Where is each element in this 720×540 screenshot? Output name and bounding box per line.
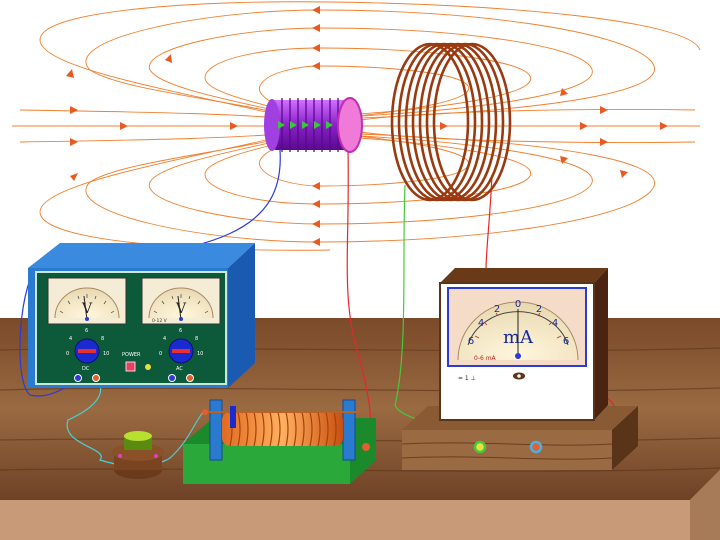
field-direction-arrows [66, 6, 668, 246]
ammeter-scale-label: 6 [563, 336, 569, 347]
rheostat-left-bracket [209, 399, 223, 461]
ac-knob-tick: 6 [179, 328, 182, 334]
table-grain [0, 347, 720, 472]
ammeter-case-top [440, 268, 608, 283]
power-switch[interactable] [125, 361, 136, 372]
field-arrow [560, 88, 568, 96]
field-loop-6 [85, 133, 656, 243]
right-voltmeter-symbol: V [175, 301, 187, 317]
ac-label: AC [176, 366, 183, 372]
dc-knob-tick: 6 [85, 328, 88, 334]
ac-voltage-knob[interactable]: 0 10 4 6 8 [159, 328, 203, 364]
ac-knob-max: 10 [197, 351, 203, 357]
psu-top [28, 243, 255, 268]
ammeter-terminal-right[interactable] [529, 440, 543, 454]
dc-knob-tick: 4 [69, 336, 72, 342]
primary-coil [264, 97, 363, 153]
field-arrow [66, 69, 74, 78]
field-arrow [120, 122, 128, 130]
field-arrow [70, 106, 78, 114]
power-indicator-lamp [145, 364, 151, 370]
ammeter-base-front [402, 430, 612, 470]
ammeter-terminal-left[interactable] [473, 440, 487, 454]
dc-terminal-positive[interactable] [92, 374, 100, 382]
primary-coil-right-opening [337, 97, 363, 153]
power-supply: V V 0-12 V 0 10 4 6 8 [28, 243, 255, 388]
left-voltmeter-symbol: V [81, 301, 93, 317]
dc-knob-min: 0 [66, 351, 69, 357]
field-arrow [312, 200, 320, 208]
ac-terminal-left[interactable] [168, 374, 176, 382]
primary-coil-left-end [264, 99, 280, 151]
dc-voltage-knob[interactable]: 0 10 4 6 8 [66, 328, 109, 364]
field-arrow [165, 54, 172, 63]
ammeter-scale-label: 4 [552, 318, 558, 329]
dc-label: DC [82, 366, 90, 372]
ammeter-scale-label: 6 [468, 336, 474, 347]
field-arrow [600, 106, 608, 114]
field-loop-4 [259, 65, 469, 117]
field-arrow [70, 173, 78, 181]
field-arrow [70, 138, 78, 146]
ammeter-scale-label: 0 [515, 299, 521, 310]
rheostat-windings [229, 411, 337, 447]
dc-terminal-negative[interactable] [74, 374, 82, 382]
ammeter-range-label: 0-6 mA [474, 355, 497, 362]
ammeter-case-side [594, 268, 608, 420]
dc-knob-tick: 8 [101, 336, 104, 342]
cyan-wire [66, 377, 206, 467]
left-voltmeter-needle [83, 295, 88, 321]
field-arrow [312, 44, 320, 52]
power-label: POWER [122, 352, 141, 358]
right-voltmeter-needle [177, 295, 182, 321]
field-arrow [660, 122, 668, 130]
field-arrow [440, 122, 448, 130]
field-loop-9 [259, 135, 469, 187]
ammeter-scale-label: 4 [478, 318, 484, 329]
ammeter-base-side [612, 406, 638, 470]
rheostat-slider[interactable] [230, 406, 236, 428]
sliding-rheostat [183, 399, 376, 484]
table-side [690, 470, 720, 540]
ac-knob-min: 0 [159, 351, 162, 357]
field-arrow [312, 182, 320, 190]
field-arrow [230, 122, 238, 130]
rotary-switch[interactable] [112, 431, 164, 479]
field-arrow [312, 220, 320, 228]
left-voltmeter: V [47, 277, 127, 325]
right-voltmeter-tag: 0-12 V [152, 318, 168, 324]
rheostat-coil [222, 412, 343, 446]
inner-field-arrows [278, 121, 333, 129]
field-arrow [560, 156, 568, 164]
right-voltmeter-scale [153, 294, 209, 314]
field-loop-3 [204, 47, 532, 115]
milliammeter: 6 4 2 0 2 4 6 mA 0-6 mA = 1 ⊥ [401, 268, 638, 470]
field-arrow [600, 138, 608, 146]
ac-knob-tick: 8 [195, 336, 198, 342]
field-arrow [312, 6, 320, 14]
secondary-coil [390, 42, 512, 202]
field-arrow [312, 62, 320, 70]
field-arrow [312, 24, 320, 32]
ammeter-scale-labels: 6 4 2 0 2 4 6 [468, 299, 569, 347]
ac-knob-tick: 4 [163, 336, 166, 342]
field-arrow [620, 170, 628, 178]
psu-side [228, 243, 255, 388]
dc-knob-max: 10 [103, 351, 109, 357]
field-loop-5 [39, 1, 701, 121]
ac-terminal-right[interactable] [186, 374, 194, 382]
right-voltmeter: V 0-12 V [141, 277, 221, 325]
field-loop-1 [85, 9, 656, 119]
rheostat-right-bracket [342, 399, 356, 461]
table-front-edge [0, 470, 720, 540]
ammeter-terminal-label: = 1 ⊥ [458, 375, 476, 382]
ammeter-scale-label: 2 [494, 304, 500, 315]
left-voltmeter-scale [59, 294, 115, 314]
rheostat-terminal-left[interactable] [202, 409, 208, 415]
field-arrow [580, 122, 588, 130]
rheostat-terminal-right[interactable] [362, 443, 370, 451]
field-arrow [312, 238, 320, 246]
ammeter-scale-label: 2 [536, 304, 542, 315]
